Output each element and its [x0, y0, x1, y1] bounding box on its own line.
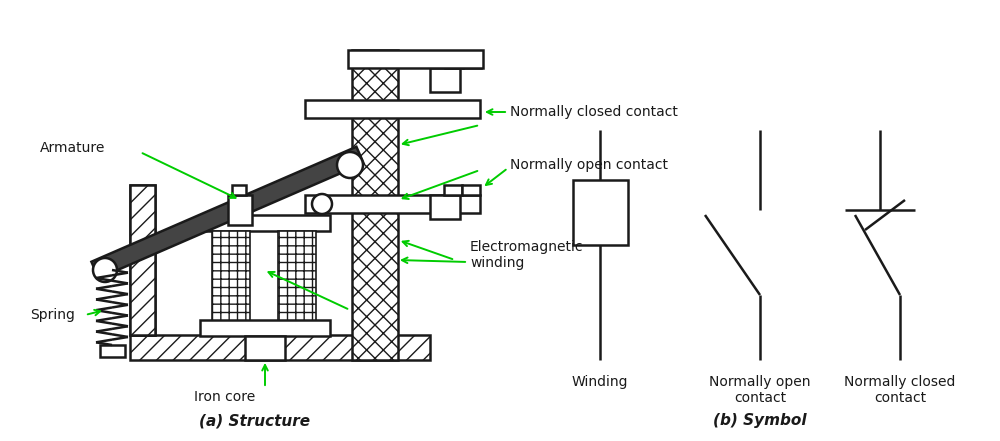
- Bar: [200, 320, 330, 336]
- Text: Armature: Armature: [40, 141, 105, 155]
- Circle shape: [312, 194, 332, 214]
- Bar: [430, 68, 460, 92]
- Bar: [462, 185, 480, 195]
- Polygon shape: [91, 147, 364, 278]
- Bar: [463, 55, 481, 68]
- Bar: [228, 195, 252, 225]
- Bar: [352, 50, 398, 200]
- Bar: [212, 231, 250, 321]
- Bar: [245, 336, 285, 360]
- Bar: [573, 180, 628, 245]
- Text: Spring: Spring: [30, 308, 75, 322]
- Bar: [305, 100, 480, 118]
- Circle shape: [93, 258, 117, 282]
- Bar: [430, 195, 460, 219]
- Bar: [444, 185, 462, 195]
- Bar: [445, 55, 463, 68]
- Text: Normally closed
contact: Normally closed contact: [844, 375, 956, 405]
- Text: Iron core: Iron core: [194, 390, 256, 404]
- Bar: [130, 185, 155, 335]
- Text: Winding: Winding: [572, 375, 628, 389]
- Bar: [278, 231, 316, 321]
- Bar: [232, 185, 246, 195]
- Bar: [348, 50, 483, 68]
- Text: Normally open
contact: Normally open contact: [709, 375, 811, 405]
- Text: Electromagnetic
winding: Electromagnetic winding: [470, 240, 584, 270]
- Text: (a) Structure: (a) Structure: [199, 413, 311, 428]
- Bar: [130, 335, 430, 360]
- Bar: [200, 215, 330, 231]
- Bar: [352, 200, 398, 360]
- Text: (b) Symbol: (b) Symbol: [713, 413, 807, 428]
- Text: Normally open contact: Normally open contact: [510, 158, 668, 172]
- Bar: [305, 195, 480, 213]
- Circle shape: [337, 152, 363, 178]
- Bar: [100, 345, 125, 357]
- Text: Normally closed contact: Normally closed contact: [510, 105, 678, 119]
- Bar: [130, 185, 155, 335]
